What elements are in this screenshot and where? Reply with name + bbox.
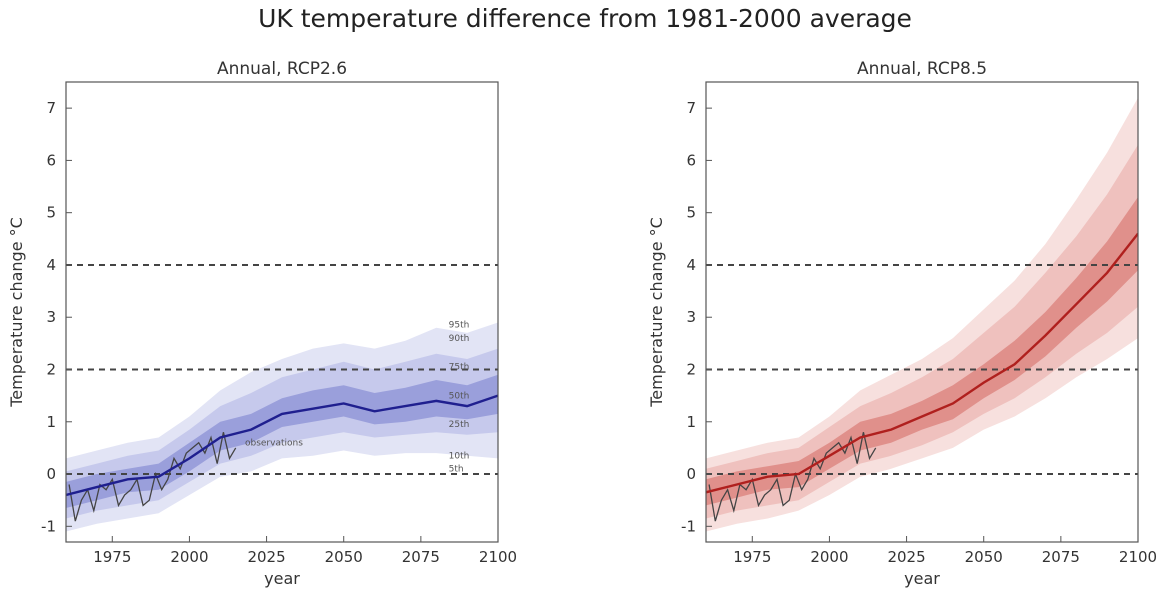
annotation-label: 95th bbox=[449, 321, 470, 331]
plot-area bbox=[706, 97, 1138, 532]
x-tick-label: 1975 bbox=[93, 548, 131, 566]
y-tick-label: -1 bbox=[681, 517, 696, 535]
y-tick-label: 3 bbox=[46, 308, 56, 326]
x-tick-label: 2075 bbox=[402, 548, 440, 566]
median-line bbox=[706, 232, 1138, 494]
plot-area bbox=[66, 263, 498, 532]
x-tick-label: 2025 bbox=[887, 548, 925, 566]
annotation-label: 90th bbox=[449, 334, 470, 344]
x-tick-label: 2000 bbox=[810, 548, 848, 566]
x-tick-label: 2000 bbox=[170, 548, 208, 566]
y-tick-label: 6 bbox=[46, 151, 56, 169]
y-axis-label: Temperature change °C bbox=[647, 217, 666, 408]
annotation-label: 10th bbox=[449, 451, 470, 461]
y-tick-label: 1 bbox=[686, 413, 696, 431]
figure-title: UK temperature difference from 1981-2000… bbox=[258, 4, 912, 33]
y-tick-label: 5 bbox=[46, 204, 56, 222]
panel-title: Annual, RCP8.5 bbox=[857, 59, 987, 79]
y-tick-label: 6 bbox=[686, 151, 696, 169]
axes-frame bbox=[65, 81, 499, 543]
annotation-label: 5th bbox=[449, 464, 464, 474]
y-tick-label: 7 bbox=[46, 99, 56, 117]
x-tick-label: 2075 bbox=[1042, 548, 1080, 566]
annotation-label: 50th bbox=[449, 391, 470, 401]
annotation-label: observations bbox=[245, 438, 303, 448]
chart-rcp85: 1975 2000 2025 2050 2075 2100 -1 0 1 2 3 4 5 6 7 Annual… bbox=[647, 59, 1157, 588]
annotation-label: 25th bbox=[449, 420, 470, 430]
band-25-75 bbox=[706, 197, 1138, 506]
x-axis-label: year bbox=[904, 569, 940, 588]
y-tick-label: 0 bbox=[686, 465, 696, 483]
y-tick-label: 2 bbox=[46, 361, 56, 379]
x-tick-label: 2050 bbox=[325, 548, 363, 566]
y-axis-label: Temperature change °C bbox=[7, 217, 26, 408]
x-tick-label: 2025 bbox=[247, 548, 285, 566]
annotation-label: 75th bbox=[449, 363, 470, 373]
median-line bbox=[66, 394, 498, 497]
y-tick-label: 0 bbox=[46, 465, 56, 483]
y-tick-label: 1 bbox=[46, 413, 56, 431]
y-tick-label: 4 bbox=[46, 256, 56, 274]
y-tick-label: 3 bbox=[686, 308, 696, 326]
x-axis-label: year bbox=[264, 569, 300, 588]
chart-rcp26: 1975 2000 2025 2050 2075 2100 -1 0 1 2 3 4 5 6 7 Annual… bbox=[7, 59, 517, 588]
band-10-90 bbox=[706, 144, 1138, 519]
y-tick-label: 4 bbox=[686, 256, 696, 274]
x-tick-label: 1975 bbox=[733, 548, 771, 566]
y-tick-label: 7 bbox=[686, 99, 696, 117]
axes-frame bbox=[705, 81, 1139, 543]
y-tick-label: 5 bbox=[686, 204, 696, 222]
x-tick-label: 2100 bbox=[1119, 548, 1157, 566]
x-tick-label: 2050 bbox=[965, 548, 1003, 566]
panel-title: Annual, RCP2.6 bbox=[217, 59, 347, 79]
y-tick-label: -1 bbox=[41, 517, 56, 535]
y-tick-label: 2 bbox=[686, 361, 696, 379]
x-tick-label: 2100 bbox=[479, 548, 517, 566]
